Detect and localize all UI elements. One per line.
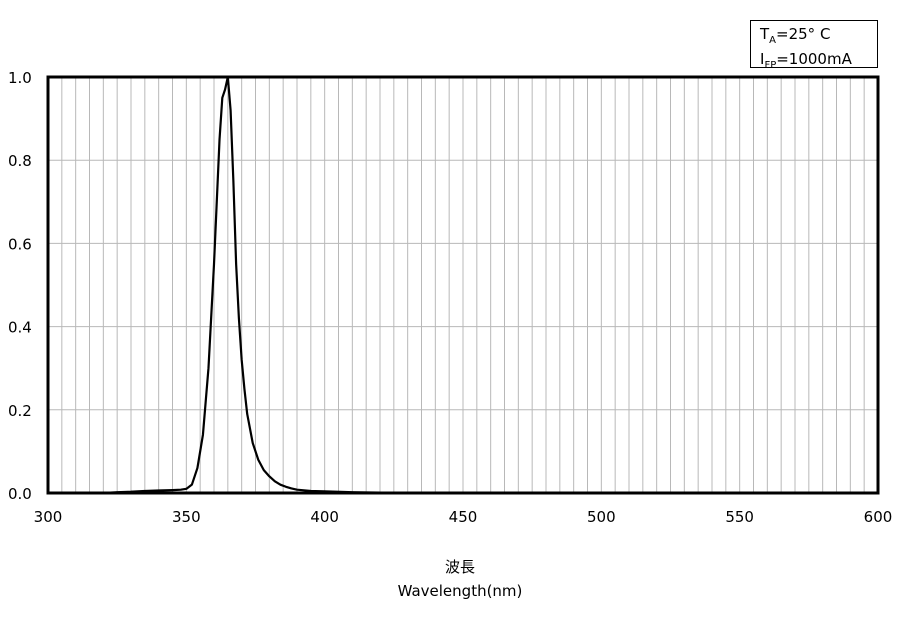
conditions-legend: TA=25° C IFP=1000mA	[750, 20, 878, 71]
y-tick-label: 0.2	[8, 402, 32, 420]
x-axis-label-japanese: 波長	[444, 558, 475, 576]
x-tick-label: 300	[34, 508, 63, 526]
grid-lines	[48, 77, 878, 493]
y-tick-label: 0.0	[8, 485, 32, 503]
x-tick-label: 600	[864, 508, 893, 526]
y-tick-label: 0.8	[8, 152, 32, 170]
spectrum-line	[48, 75, 878, 495]
y-tick-label: 0.6	[8, 235, 32, 253]
y-tick-label: 1.0	[8, 69, 32, 87]
x-tick-label: 350	[172, 508, 201, 526]
x-tick-label: 450	[449, 508, 478, 526]
y-tick-label: 0.4	[8, 319, 32, 337]
y-tick-labels: 0.0 0.2 0.4 0.6 0.8 1.0	[8, 69, 32, 503]
x-tick-label: 550	[725, 508, 754, 526]
x-tick-label: 400	[310, 508, 339, 526]
temperature-condition: TA=25° C	[760, 25, 831, 46]
x-axis-label: Wavelength(nm)	[397, 582, 523, 600]
x-tick-labels: 300 350 400 450 500 550 600	[34, 508, 893, 526]
x-tick-label: 500	[587, 508, 616, 526]
current-condition: IFP=1000mA	[760, 50, 852, 71]
